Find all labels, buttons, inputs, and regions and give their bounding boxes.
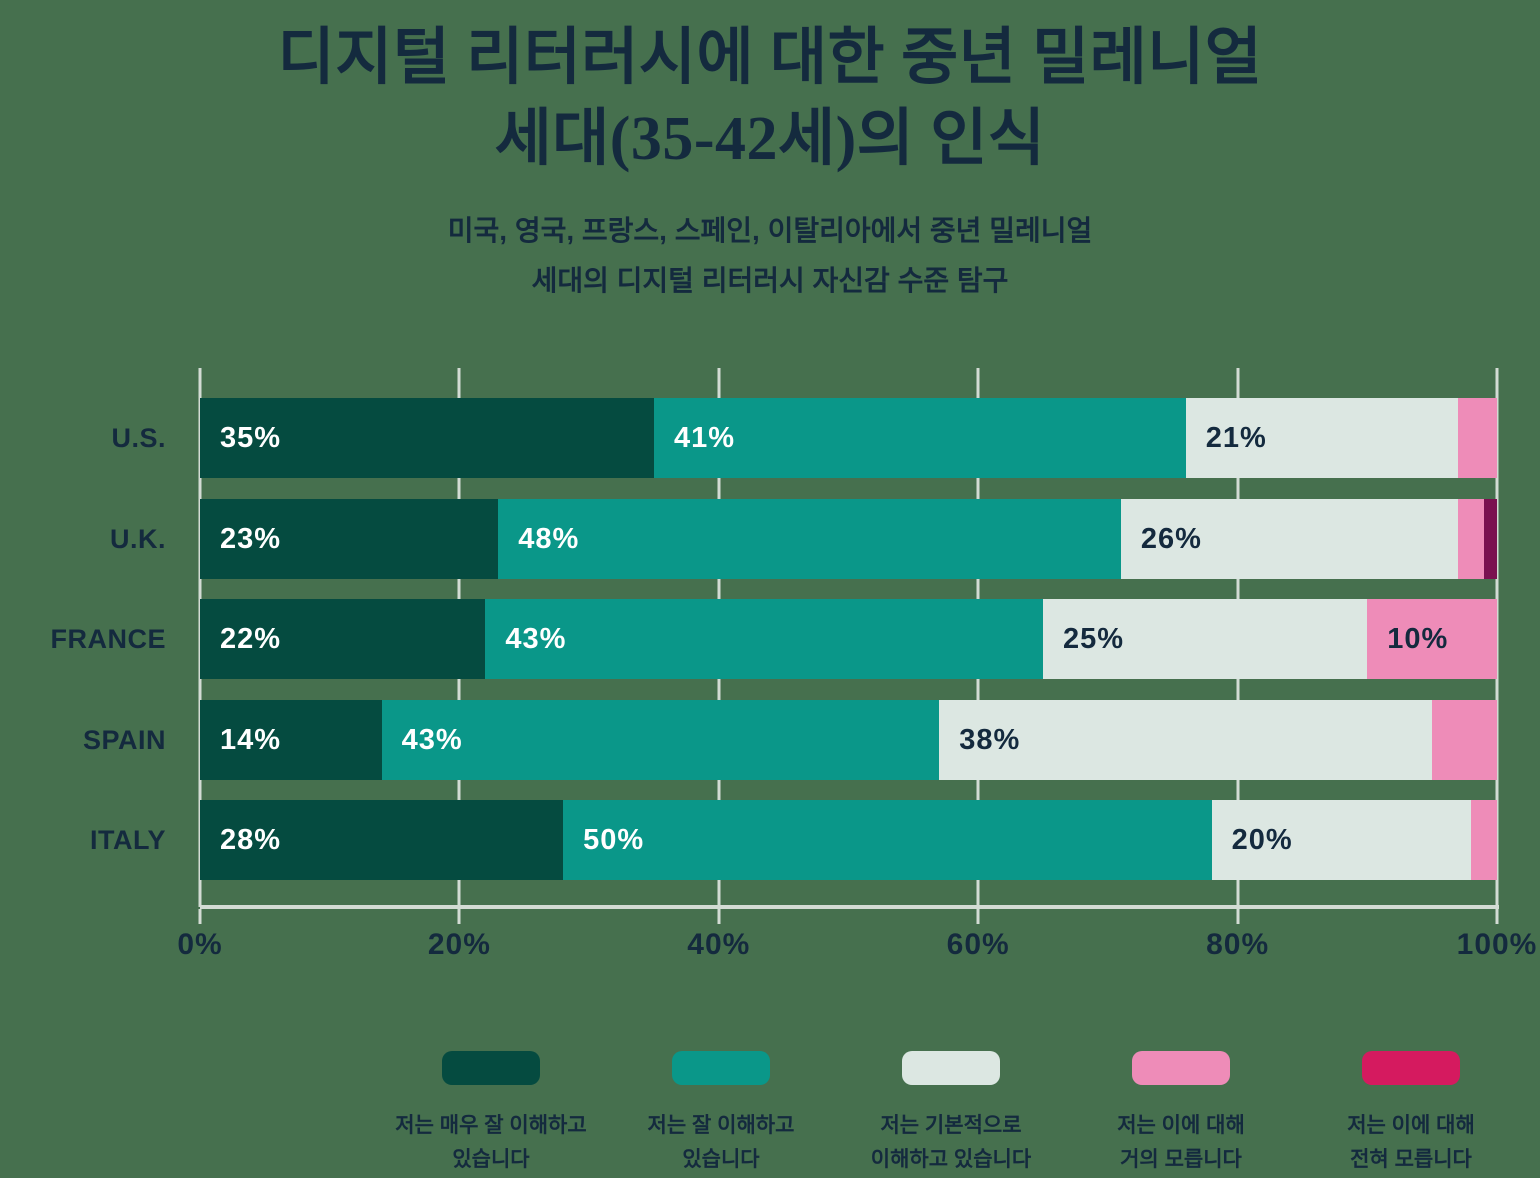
bar-row: 35% 41% 21%	[200, 398, 1497, 478]
bar-value-label: 38%	[959, 723, 1021, 756]
bar-segment: 14%	[200, 699, 382, 780]
legend-item: 저는 매우 잘 이해하고 있습니다	[376, 1051, 606, 1176]
legend-item: 저는 잘 이해하고 있습니다	[606, 1051, 836, 1176]
bar-segment	[1484, 498, 1497, 579]
bar-segment: 38%	[939, 699, 1433, 780]
bar-value-label: 10%	[1387, 623, 1449, 655]
legend-label: 저는 잘 이해하고 있습니다	[647, 1114, 795, 1171]
category-label: ITALY	[89, 825, 166, 855]
bar-segment: 22%	[200, 599, 486, 679]
legend-swatch-icon	[1132, 1051, 1230, 1085]
legend-swatch-icon	[902, 1051, 1000, 1085]
bar-row: 22% 43% 25% 10%	[200, 599, 1497, 679]
x-axis-tick	[976, 909, 980, 924]
x-axis-tick	[457, 909, 461, 924]
chart-title: 디지털 리터러시에 대한 중년 밀레니얼 세대(35-42세)의 인식	[277, 24, 1263, 173]
bar-segment: 41%	[653, 398, 1186, 478]
x-axis-label: 20%	[427, 928, 491, 961]
x-axis-label: 80%	[1206, 928, 1270, 961]
category-label: U.K.	[110, 523, 166, 554]
bar-segment: 21%	[1185, 398, 1459, 478]
legend-label: 저는 이에 대해 거의 모릅니다	[1117, 1114, 1245, 1171]
bar-segment	[1471, 800, 1497, 880]
bar-segment: 28%	[200, 800, 564, 880]
bar-value-label: 20%	[1231, 824, 1293, 856]
bar-segment: 43%	[485, 599, 1044, 679]
x-axis: 0% 20% 40% 60% 80% 100%	[177, 928, 1536, 973]
gridline	[1495, 368, 1499, 907]
x-axis-tick	[717, 909, 721, 924]
x-axis-label: 40%	[687, 928, 751, 961]
bar-segment: 48%	[498, 498, 1121, 579]
bar-value-label: 28%	[220, 824, 282, 856]
bar-segment: 23%	[200, 498, 499, 579]
bar-segment: 26%	[1120, 498, 1459, 579]
bar-segment: 10%	[1367, 599, 1497, 679]
legend-swatch-icon	[1362, 1051, 1460, 1085]
bar-value-label: 25%	[1063, 623, 1125, 655]
x-axis-label: 60%	[946, 928, 1010, 961]
x-axis-tick	[1495, 909, 1499, 924]
bar-value-label: 43%	[401, 723, 463, 756]
x-axis-line	[200, 905, 1499, 909]
x-axis-label: 100%	[1456, 928, 1538, 961]
bar-row: 28% 50% 20%	[200, 800, 1497, 880]
legend: 저는 매우 잘 이해하고 있습니다 저는 잘 이해하고 있습니다 저는 기본적으로 …	[376, 1051, 1526, 1176]
category-label: U.S.	[111, 423, 166, 453]
bar-row: 14% 43% 38%	[200, 699, 1497, 780]
bar-value-label: 43%	[505, 623, 567, 655]
legend-label: 저는 기본적으로 이해하고 있습니다	[870, 1114, 1032, 1171]
bar-segment: 43%	[381, 699, 940, 780]
legend-label: 저는 이에 대해 전혀 모릅니다	[1347, 1114, 1475, 1171]
legend-item: 저는 이에 대해 전혀 모릅니다	[1296, 1051, 1526, 1176]
bar-value-label: 35%	[220, 422, 282, 454]
legend-item: 저는 이에 대해 거의 모릅니다	[1066, 1051, 1296, 1176]
x-axis-tick	[198, 909, 202, 924]
bar-value-label: 41%	[673, 422, 735, 454]
bar-segment: 20%	[1211, 800, 1472, 880]
bar-value-label: 21%	[1205, 422, 1267, 454]
bar-segment: 25%	[1043, 599, 1368, 679]
legend-swatch-icon	[672, 1051, 770, 1085]
legend-label: 저는 매우 잘 이해하고 있습니다	[395, 1114, 587, 1171]
bar-segment: 50%	[563, 800, 1212, 880]
bar-value-label: 26%	[1140, 522, 1202, 555]
plot-area: 35% 41% 21% 23% 48% 26% 22% 43% 25% 10% 14% 43% 38% 2…	[198, 368, 1499, 924]
bar-row: 23% 48% 26%	[200, 498, 1497, 579]
legend-item: 저는 기본적으로 이해하고 있습니다	[836, 1051, 1066, 1176]
bar-segment	[1458, 498, 1485, 579]
x-axis-tick	[1236, 909, 1240, 924]
bar-segment	[1458, 398, 1497, 478]
chart-subtitle: 미국, 영국, 프랑스, 스페인, 이탈리아에서 중년 밀레니얼 세대의 디지털…	[447, 215, 1093, 297]
bar-value-label: 48%	[518, 522, 580, 555]
category-label: FRANCE	[50, 624, 166, 654]
bar-segment	[1432, 699, 1497, 780]
bar-value-label: 14%	[220, 723, 282, 756]
bar-value-label: 50%	[583, 824, 645, 856]
category-label: SPAIN	[82, 724, 166, 755]
x-axis-label: 0%	[177, 928, 223, 961]
bar-segment: 35%	[200, 398, 654, 478]
bar-value-label: 22%	[220, 623, 282, 655]
legend-swatch-icon	[442, 1051, 540, 1085]
category-labels-column: U.S. U.K. FRANCE SPAIN ITALY	[0, 368, 166, 907]
bar-value-label: 23%	[220, 522, 282, 555]
